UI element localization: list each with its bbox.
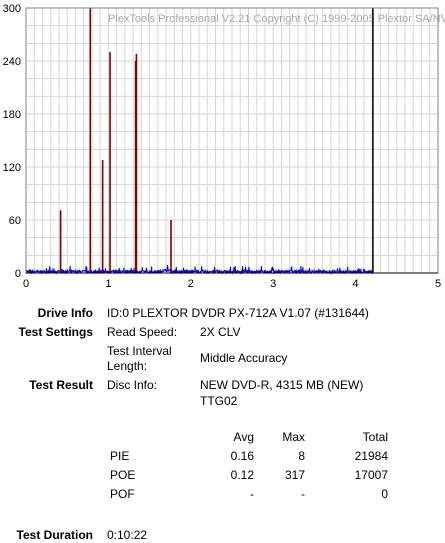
test-duration-value: 0:10:22: [107, 528, 148, 542]
stats-row-pie-max: 8: [298, 449, 305, 463]
test-interval-label-line1: Test Interval: [107, 344, 172, 358]
stats-row-poe-avg: 0.12: [230, 468, 254, 482]
x-tick-label: 5: [435, 278, 441, 290]
stats-row-pie-name: PIE: [110, 449, 130, 463]
chart-grid: [25, 7, 439, 274]
test-interval-label-line2: Length:: [107, 359, 148, 373]
read-speed-value: 2X CLV: [200, 325, 241, 339]
stats-header-max: Max: [282, 430, 305, 444]
stats-header-total: Total: [362, 430, 388, 444]
y-tick-label: 240: [3, 56, 21, 68]
stats-header-avg: Avg: [233, 430, 254, 444]
test-duration-label: Test Duration: [16, 528, 93, 542]
stats-row-pof-avg: -: [250, 487, 254, 501]
chart-axes: 0 60 120 180 240 300 0 1 2 3 4 5: [3, 3, 441, 290]
disc-info-value-line1: NEW DVD-R, 4315 MB (NEW): [200, 378, 364, 392]
disc-info-label: Disc Info:: [107, 378, 158, 392]
y-tick-label: 0: [15, 268, 21, 280]
stats-row-poe-name: POE: [110, 468, 136, 482]
test-result-label: Test Result: [29, 378, 93, 392]
y-tick-label: 180: [3, 109, 21, 121]
stats-row-poe-max: 317: [284, 468, 305, 482]
stats-row-pie-total: 21984: [354, 449, 388, 463]
test-interval-value: Middle Accuracy: [200, 351, 288, 365]
y-tick-label: 60: [9, 215, 21, 227]
chart-watermark: PlexTools Professional V2.21 Copyright (…: [108, 13, 445, 25]
drive-info-label: Drive Info: [37, 306, 93, 320]
x-tick-label: 4: [353, 278, 359, 290]
stats-row-pof-name: POF: [110, 487, 135, 501]
read-speed-label: Read Speed:: [107, 325, 178, 339]
y-tick-label: 300: [3, 3, 21, 15]
drive-info-value: ID:0 PLEXTOR DVDR PX-712A V1.07 (#131644…: [107, 306, 369, 320]
x-tick-label: 2: [188, 278, 194, 290]
error-chart: PlexTools Professional V2.21 Copyright (…: [3, 3, 445, 290]
test-settings-label: Test Settings: [18, 325, 93, 339]
stats-row-poe-total: 17007: [354, 468, 388, 482]
x-tick-label: 3: [270, 278, 276, 290]
y-tick-label: 120: [3, 162, 21, 174]
stats-row-pof-max: -: [301, 487, 305, 501]
disc-info-value-line2: TTG02: [200, 394, 238, 408]
poe-spike-series: [59, 8, 172, 273]
x-tick-label: 1: [105, 278, 111, 290]
stats-row-pof-total: 0: [381, 487, 388, 501]
stats-row-pie-avg: 0.16: [230, 449, 254, 463]
x-tick-label: 0: [23, 278, 29, 290]
